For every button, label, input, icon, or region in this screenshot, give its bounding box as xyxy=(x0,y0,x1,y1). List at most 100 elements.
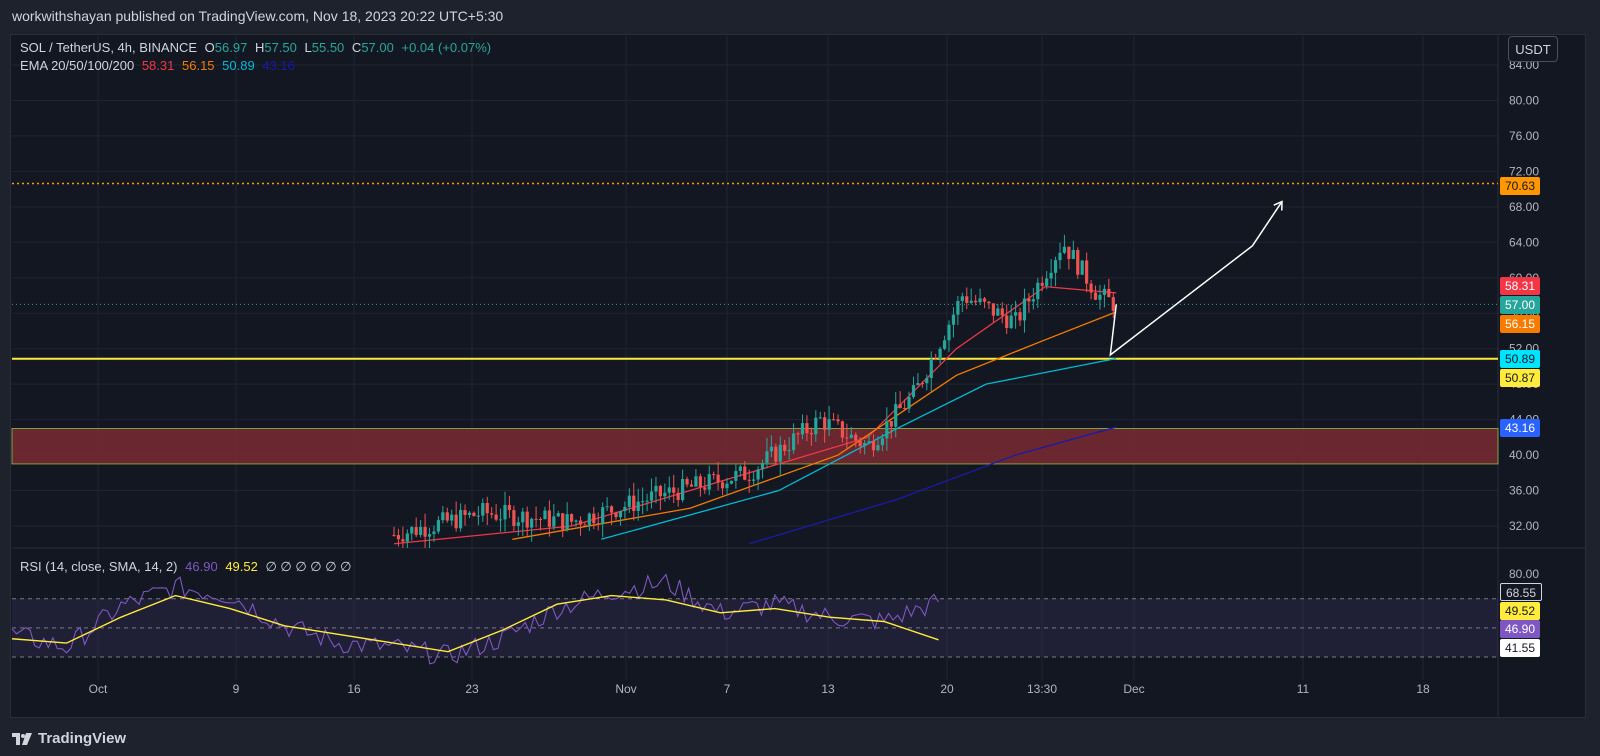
resistance-price-tag: 70.63 xyxy=(1500,177,1541,195)
candle-body xyxy=(760,463,765,470)
candle-body xyxy=(1049,272,1053,279)
candle-body xyxy=(565,514,569,530)
close-label: C xyxy=(351,40,362,55)
ema-label: EMA 20/50/100/200 xyxy=(20,58,135,73)
candle-body xyxy=(987,301,991,304)
top-bar: workwithshayan published on TradingView.… xyxy=(0,0,1600,34)
candle-body xyxy=(445,512,449,521)
candle-body xyxy=(587,513,591,526)
candle-body xyxy=(942,340,947,349)
candle-body xyxy=(1107,288,1111,298)
candle-body xyxy=(498,519,503,521)
time-tick-label: Nov xyxy=(615,682,636,696)
candle-body xyxy=(392,534,396,536)
candle-body xyxy=(454,514,458,529)
projection-path xyxy=(1109,201,1283,357)
candle-body xyxy=(858,440,862,447)
candle-body xyxy=(1111,297,1115,311)
candle-body xyxy=(769,446,773,452)
candle-body xyxy=(667,487,671,493)
candle-body xyxy=(1018,312,1022,321)
candle-body xyxy=(849,434,853,438)
high-label: H xyxy=(254,40,265,55)
candle-body xyxy=(481,503,485,516)
ema100-value: 50.89 xyxy=(222,58,255,73)
projection-arrowhead xyxy=(1273,200,1283,211)
currency-button[interactable]: USDT xyxy=(1508,36,1558,62)
candle-body xyxy=(503,504,507,520)
candle-body xyxy=(978,298,982,303)
candle-body xyxy=(450,514,454,521)
candle-body xyxy=(423,526,427,537)
rsi-band xyxy=(12,598,1498,657)
ema50-price-tag: 56.15 xyxy=(1500,315,1541,333)
price-tick-label: 36.00 xyxy=(1509,484,1539,498)
rsi-extra-values: ∅ ∅ ∅ ∅ ∅ ∅ xyxy=(265,559,352,574)
price-tick-label: 32.00 xyxy=(1509,519,1539,533)
candle-body xyxy=(774,446,778,462)
candle-body xyxy=(965,296,969,303)
candle-body xyxy=(570,514,574,522)
ema20-price-tag: 58.31 xyxy=(1500,277,1541,295)
candle-body xyxy=(396,535,401,540)
candle-body xyxy=(1014,312,1018,316)
candle-body xyxy=(525,511,529,528)
candle-body xyxy=(463,510,467,515)
candle-body xyxy=(427,534,432,537)
rsi-value-tag: 46.90 xyxy=(1500,620,1541,638)
candle-body xyxy=(1036,282,1040,300)
time-tick-label: 13 xyxy=(821,682,835,696)
candle-body xyxy=(925,378,929,384)
chart-frame[interactable] xyxy=(10,34,1586,718)
candle-body xyxy=(627,495,631,507)
candle-body xyxy=(681,478,685,501)
candle-body xyxy=(956,300,960,315)
candle-body xyxy=(694,476,698,487)
candle-body xyxy=(410,527,414,534)
candle-body xyxy=(623,506,627,512)
price-tick-label: 76.00 xyxy=(1509,129,1539,143)
candle-body xyxy=(1098,294,1102,300)
candle-body xyxy=(898,404,902,409)
candle-body xyxy=(614,512,618,518)
candle-body xyxy=(756,469,760,480)
rsi-legend: RSI (14, close, SMA, 14, 2) 46.90 49.52 … xyxy=(20,559,356,575)
candle-body xyxy=(805,423,809,434)
ema200-price-tag: 43.16 xyxy=(1500,419,1541,437)
candle-body xyxy=(796,433,800,435)
candle-body xyxy=(592,513,596,524)
candle-body xyxy=(712,474,716,476)
candle-body xyxy=(787,450,791,452)
last-price-tag: 57.00 xyxy=(1500,296,1541,314)
candle-body xyxy=(1027,298,1031,302)
candle-body xyxy=(556,513,560,517)
candle-body xyxy=(765,451,769,464)
candle-body xyxy=(1085,260,1089,284)
open-label: O xyxy=(204,40,215,55)
rsi-line xyxy=(11,573,939,665)
candle-body xyxy=(689,484,694,487)
candle-body xyxy=(738,466,742,471)
candle-body xyxy=(476,515,480,517)
candle-body xyxy=(743,466,747,480)
candle-body xyxy=(840,421,845,438)
time-tick-label: 13:30 xyxy=(1027,682,1057,696)
demand-zone xyxy=(11,428,1499,465)
candle-body xyxy=(641,501,645,503)
candle-body xyxy=(485,503,489,514)
candle-body xyxy=(530,518,534,528)
time-tick-label: 20 xyxy=(940,682,954,696)
tradingview-logo-icon xyxy=(12,733,32,746)
candle-body xyxy=(845,437,849,439)
candle-body xyxy=(707,474,711,490)
change-value: +0.04 (+0.07%) xyxy=(401,40,492,55)
candle-body xyxy=(792,433,796,451)
candle-body xyxy=(720,482,725,489)
candle-body xyxy=(991,303,995,316)
rsi-lower-tag: 41.55 xyxy=(1500,639,1541,657)
rsi-upper-tag: 68.55 xyxy=(1500,583,1543,601)
tradingview-brand[interactable]: TradingView xyxy=(12,730,126,747)
candle-body xyxy=(1031,299,1035,302)
price-chart[interactable]: 32.0036.0040.0044.0048.0052.0056.0060.00… xyxy=(0,0,1600,718)
rsi-value: 46.90 xyxy=(185,559,218,574)
